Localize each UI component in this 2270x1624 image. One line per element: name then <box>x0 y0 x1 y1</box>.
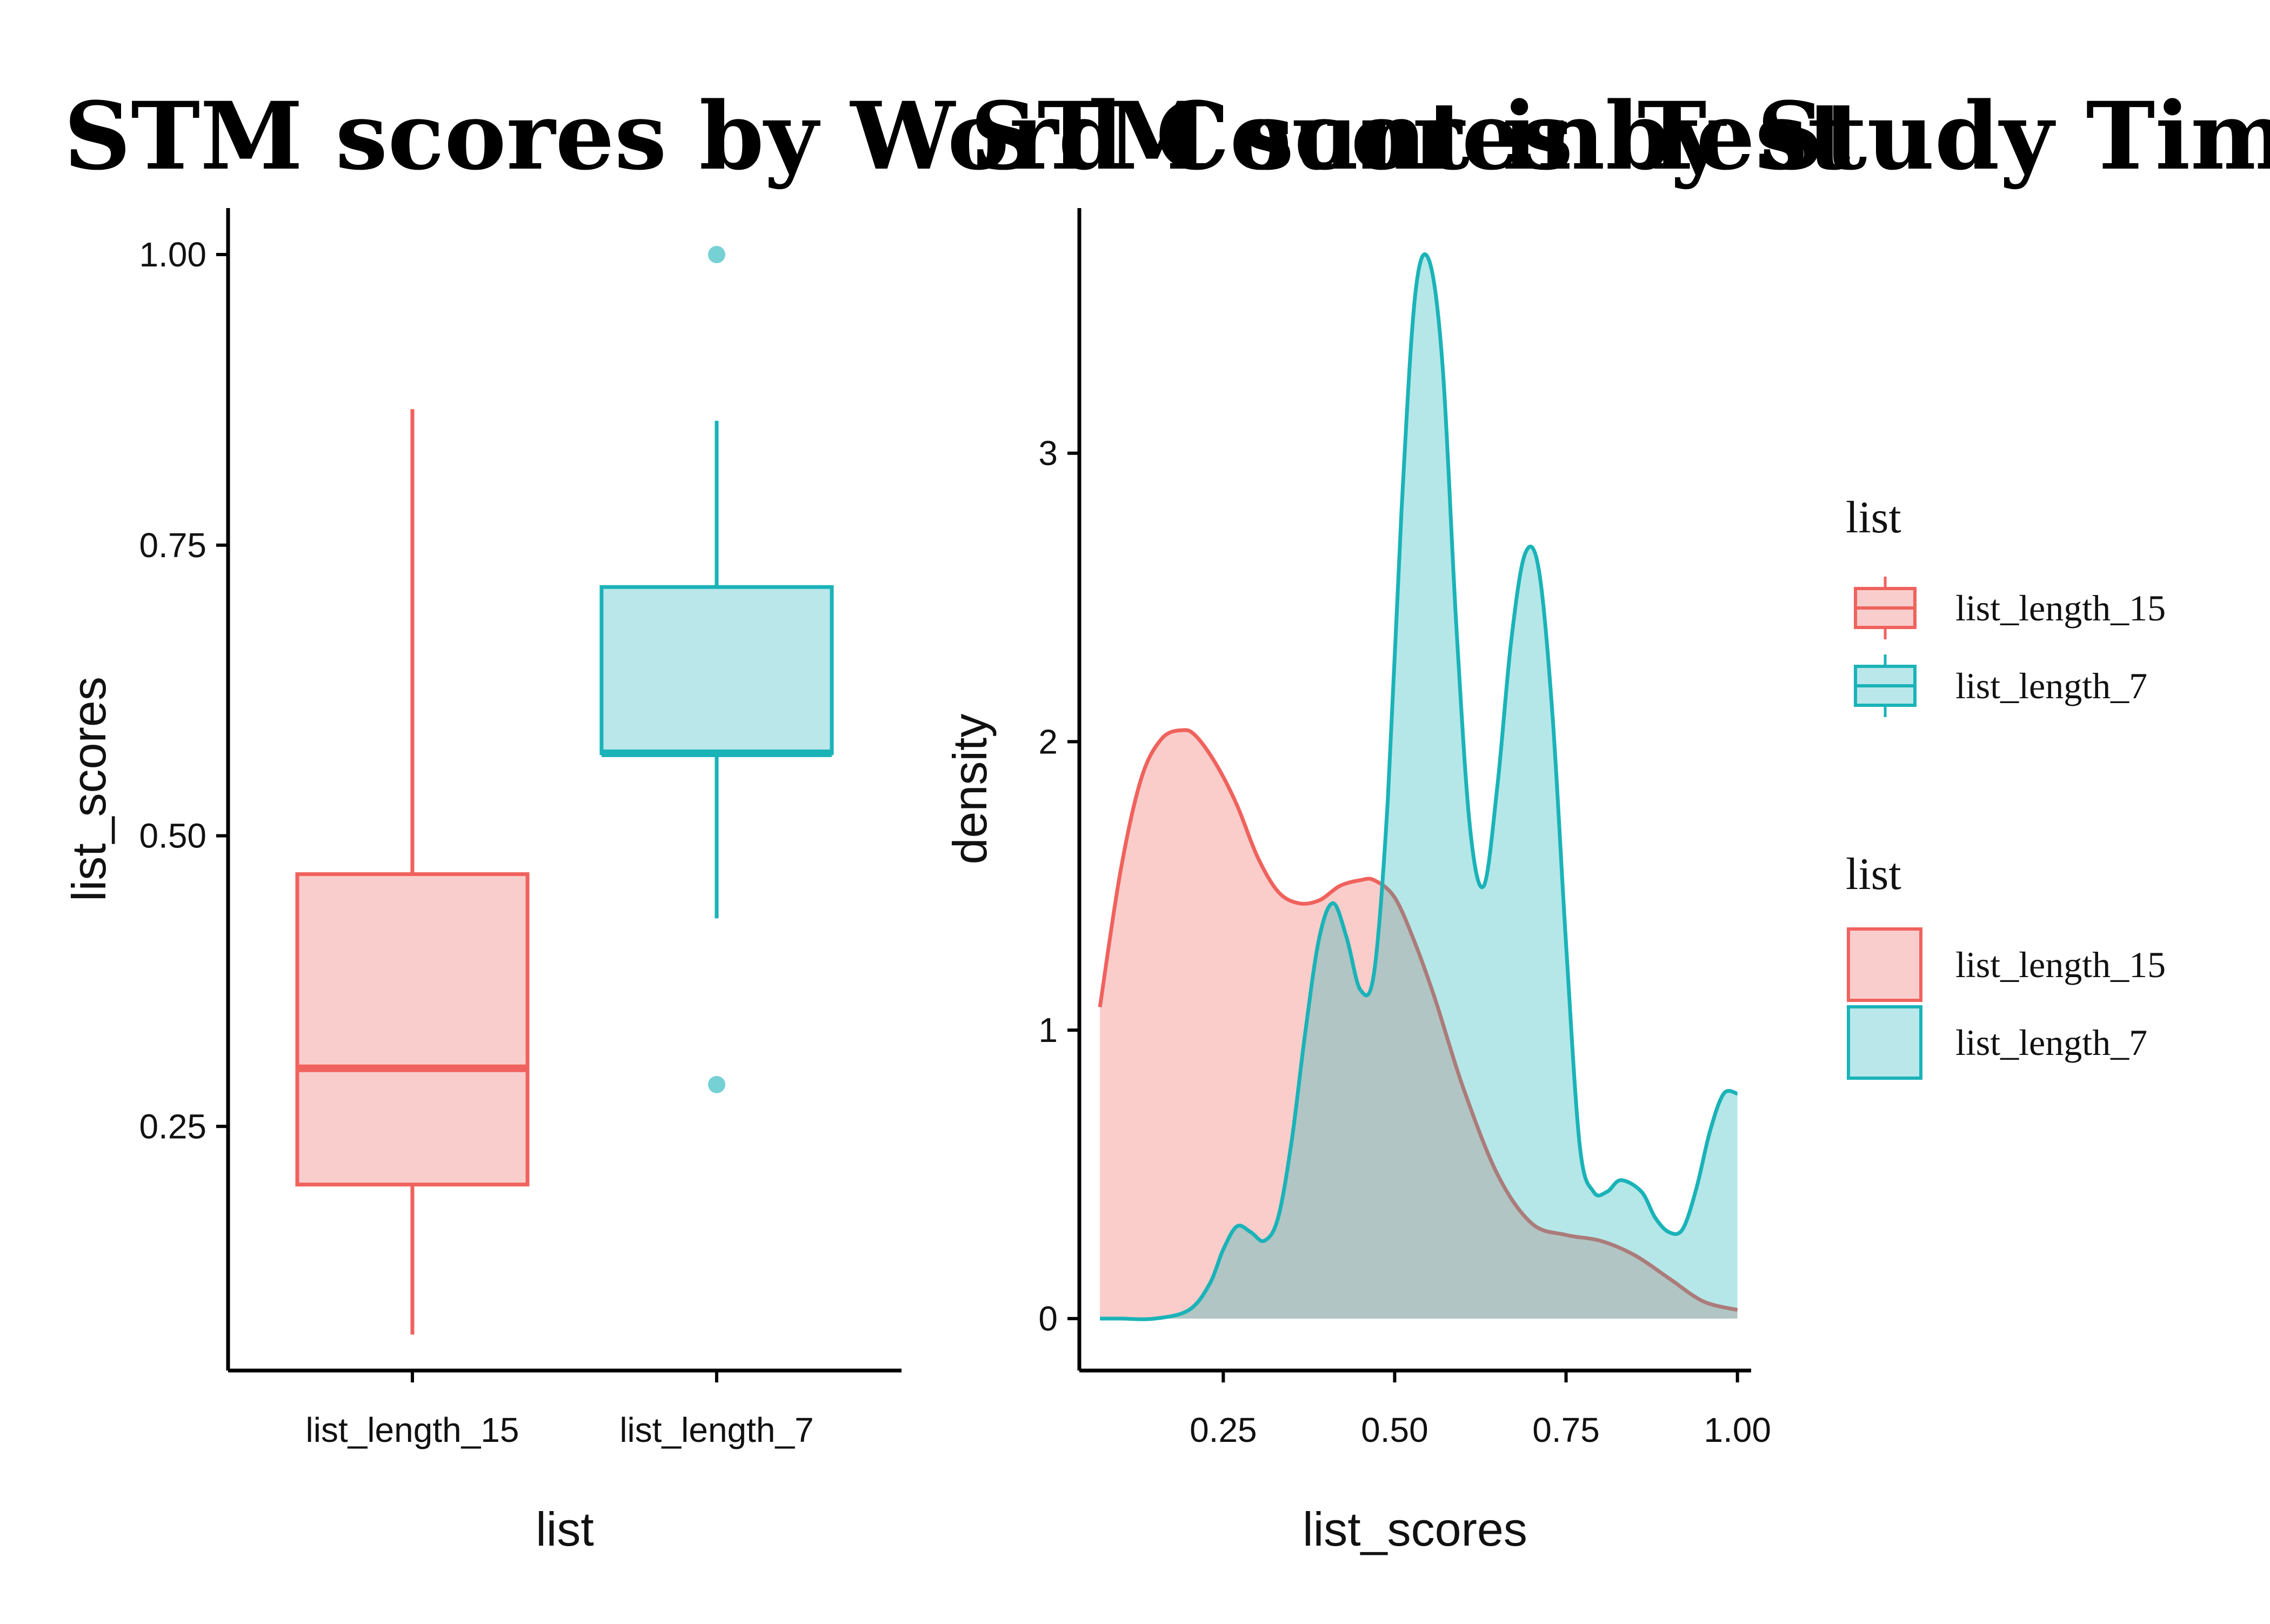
density-y-tick-label: 2 <box>1038 722 1058 761</box>
density-curve <box>1100 252 1738 1321</box>
density-y-ticks: 0 1 2 3 <box>1038 434 1079 1338</box>
density-y-axis-title: density <box>943 714 997 865</box>
density-list_length_7 <box>1100 252 1738 1321</box>
box-iqr <box>295 872 530 1187</box>
density-x-axis-title: list_scores <box>1303 1502 1527 1556</box>
boxplot-marks <box>295 246 834 1335</box>
legend-boxplot: list list_length_15 list_length_7 <box>1846 492 2166 717</box>
boxplot-x-tick-label: list_length_7 <box>619 1411 813 1449</box>
box-iqr <box>599 585 834 756</box>
legend-fill-key <box>1847 1005 1922 1080</box>
legend-boxplot-key <box>1854 577 1917 639</box>
boxplot-x-ticks: list_length_15 list_length_7 <box>306 1371 814 1449</box>
density-area <box>1100 254 1738 1320</box>
boxplot-panel: 0.250.500.751.00 list_length_15 list_leng… <box>62 208 902 1556</box>
box-list_length_7 <box>599 246 834 1093</box>
boxplot-y-tick-label: 0.25 <box>139 1107 206 1146</box>
box-list_length_15 <box>295 409 530 1335</box>
legend-fill-label-1: list_length_7 <box>1955 1022 2147 1063</box>
density-x-ticks: 0.25 0.50 0.75 1.00 <box>1190 1371 1771 1449</box>
legend-boxplot-label-0: list_length_15 <box>1955 587 2166 629</box>
boxplot-y-axis-title: list_scores <box>62 677 116 901</box>
legend-boxplot-key <box>1854 654 1917 717</box>
density-y-tick-label: 0 <box>1038 1299 1058 1338</box>
legend-fill-key <box>1847 927 1922 1002</box>
boxplot-y-ticks: 0.25 0.50 0.75 1.00 <box>139 235 228 1146</box>
boxplot-y-tick-label: 0.50 <box>139 817 206 856</box>
density-title: STM scores by Study Time in Test <box>970 81 2270 191</box>
boxplot-x-axis-title: list <box>536 1502 594 1556</box>
boxplot-y-tick-label: 1.00 <box>139 235 206 274</box>
boxplot-x-tick-label: list_length_15 <box>306 1411 519 1449</box>
box-outlier <box>708 246 725 264</box>
density-x-tick-label: 0.50 <box>1361 1411 1428 1449</box>
density-y-tick-label: 1 <box>1038 1011 1058 1050</box>
density-x-tick-label: 1.00 <box>1704 1411 1771 1449</box>
legend-fill-title: list <box>1846 849 1901 899</box>
boxplot-title: STM scores by Word Count in Test <box>64 81 1851 191</box>
density-y-tick-label: 3 <box>1038 434 1058 473</box>
legend-fill-keys <box>1847 927 1922 1080</box>
legend-boxplot-label-1: list_length_7 <box>1955 665 2147 706</box>
density-area <box>1100 730 1738 1319</box>
density-curve <box>1098 728 1738 1312</box>
boxplot-y-tick-label: 0.75 <box>139 526 206 565</box>
legend-boxplot-title: list <box>1846 492 1901 543</box>
density-x-tick-label: 0.75 <box>1532 1411 1600 1449</box>
density-panel: 0 1 2 3 0.25 0.50 0.75 1.00 list_scores densit… <box>943 208 1771 1556</box>
density-x-tick-label: 0.25 <box>1190 1411 1257 1449</box>
legend-boxplot-keys <box>1854 577 1917 717</box>
density-list_length_15 <box>1098 728 1738 1319</box>
box-outlier <box>708 1075 725 1093</box>
legend-fill-label-0: list_length_15 <box>1955 944 2166 985</box>
legend-fill: list list_length_15 list_length_7 <box>1846 849 2166 1080</box>
density-marks <box>1098 252 1738 1321</box>
